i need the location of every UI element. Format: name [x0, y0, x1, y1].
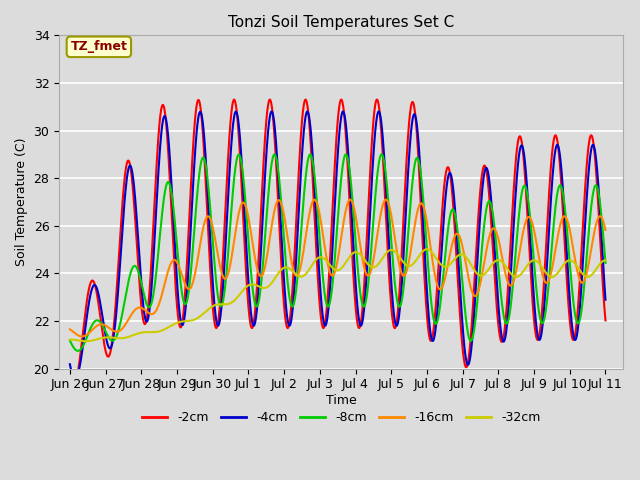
- -32cm: [83, 338, 90, 344]
- -16cm: [308, 200, 316, 206]
- -8cm: [66, 338, 74, 344]
- -32cm: [423, 246, 431, 252]
- -2cm: [237, 181, 245, 187]
- -4cm: [66, 361, 74, 367]
- -2cm: [243, 273, 250, 279]
- -32cm: [66, 337, 74, 343]
- -16cm: [78, 334, 86, 339]
- -16cm: [465, 278, 473, 284]
- -32cm: [602, 257, 609, 263]
- -2cm: [337, 96, 345, 102]
- -4cm: [243, 243, 250, 249]
- Line: -8cm: -8cm: [70, 155, 605, 351]
- Line: -32cm: -32cm: [70, 249, 605, 341]
- -8cm: [74, 348, 82, 354]
- Title: Tonzi Soil Temperatures Set C: Tonzi Soil Temperatures Set C: [228, 15, 454, 30]
- -8cm: [132, 264, 140, 270]
- X-axis label: Time: Time: [326, 394, 356, 407]
- -32cm: [132, 331, 140, 337]
- -2cm: [70, 383, 77, 389]
- -4cm: [80, 334, 88, 340]
- -8cm: [342, 152, 350, 157]
- -16cm: [346, 197, 354, 203]
- -16cm: [66, 326, 74, 332]
- Line: -2cm: -2cm: [70, 99, 605, 386]
- -8cm: [308, 156, 316, 161]
- -2cm: [66, 375, 74, 381]
- -16cm: [80, 333, 88, 339]
- Y-axis label: Soil Temperature (C): Soil Temperature (C): [15, 138, 28, 266]
- -8cm: [602, 260, 609, 266]
- -32cm: [465, 259, 473, 264]
- -8cm: [237, 161, 245, 167]
- -2cm: [308, 165, 316, 170]
- -4cm: [602, 297, 609, 302]
- Text: TZ_fmet: TZ_fmet: [70, 40, 127, 53]
- -2cm: [602, 318, 609, 324]
- -4cm: [339, 108, 347, 114]
- -16cm: [237, 201, 245, 207]
- -16cm: [132, 306, 140, 312]
- -4cm: [132, 209, 140, 215]
- -4cm: [71, 376, 79, 382]
- -16cm: [602, 227, 609, 233]
- Line: -16cm: -16cm: [70, 200, 605, 336]
- -4cm: [237, 157, 245, 163]
- -32cm: [80, 338, 88, 344]
- -8cm: [465, 336, 473, 341]
- -8cm: [243, 210, 250, 216]
- -4cm: [465, 360, 473, 365]
- -8cm: [80, 341, 88, 347]
- -32cm: [237, 289, 245, 295]
- -2cm: [465, 351, 473, 357]
- -16cm: [243, 205, 250, 211]
- -2cm: [132, 232, 140, 238]
- -4cm: [308, 144, 316, 150]
- Legend: -2cm, -4cm, -8cm, -16cm, -32cm: -2cm, -4cm, -8cm, -16cm, -32cm: [137, 406, 545, 429]
- -2cm: [80, 319, 88, 325]
- Line: -4cm: -4cm: [70, 111, 605, 379]
- -32cm: [308, 262, 316, 268]
- -32cm: [243, 284, 250, 290]
